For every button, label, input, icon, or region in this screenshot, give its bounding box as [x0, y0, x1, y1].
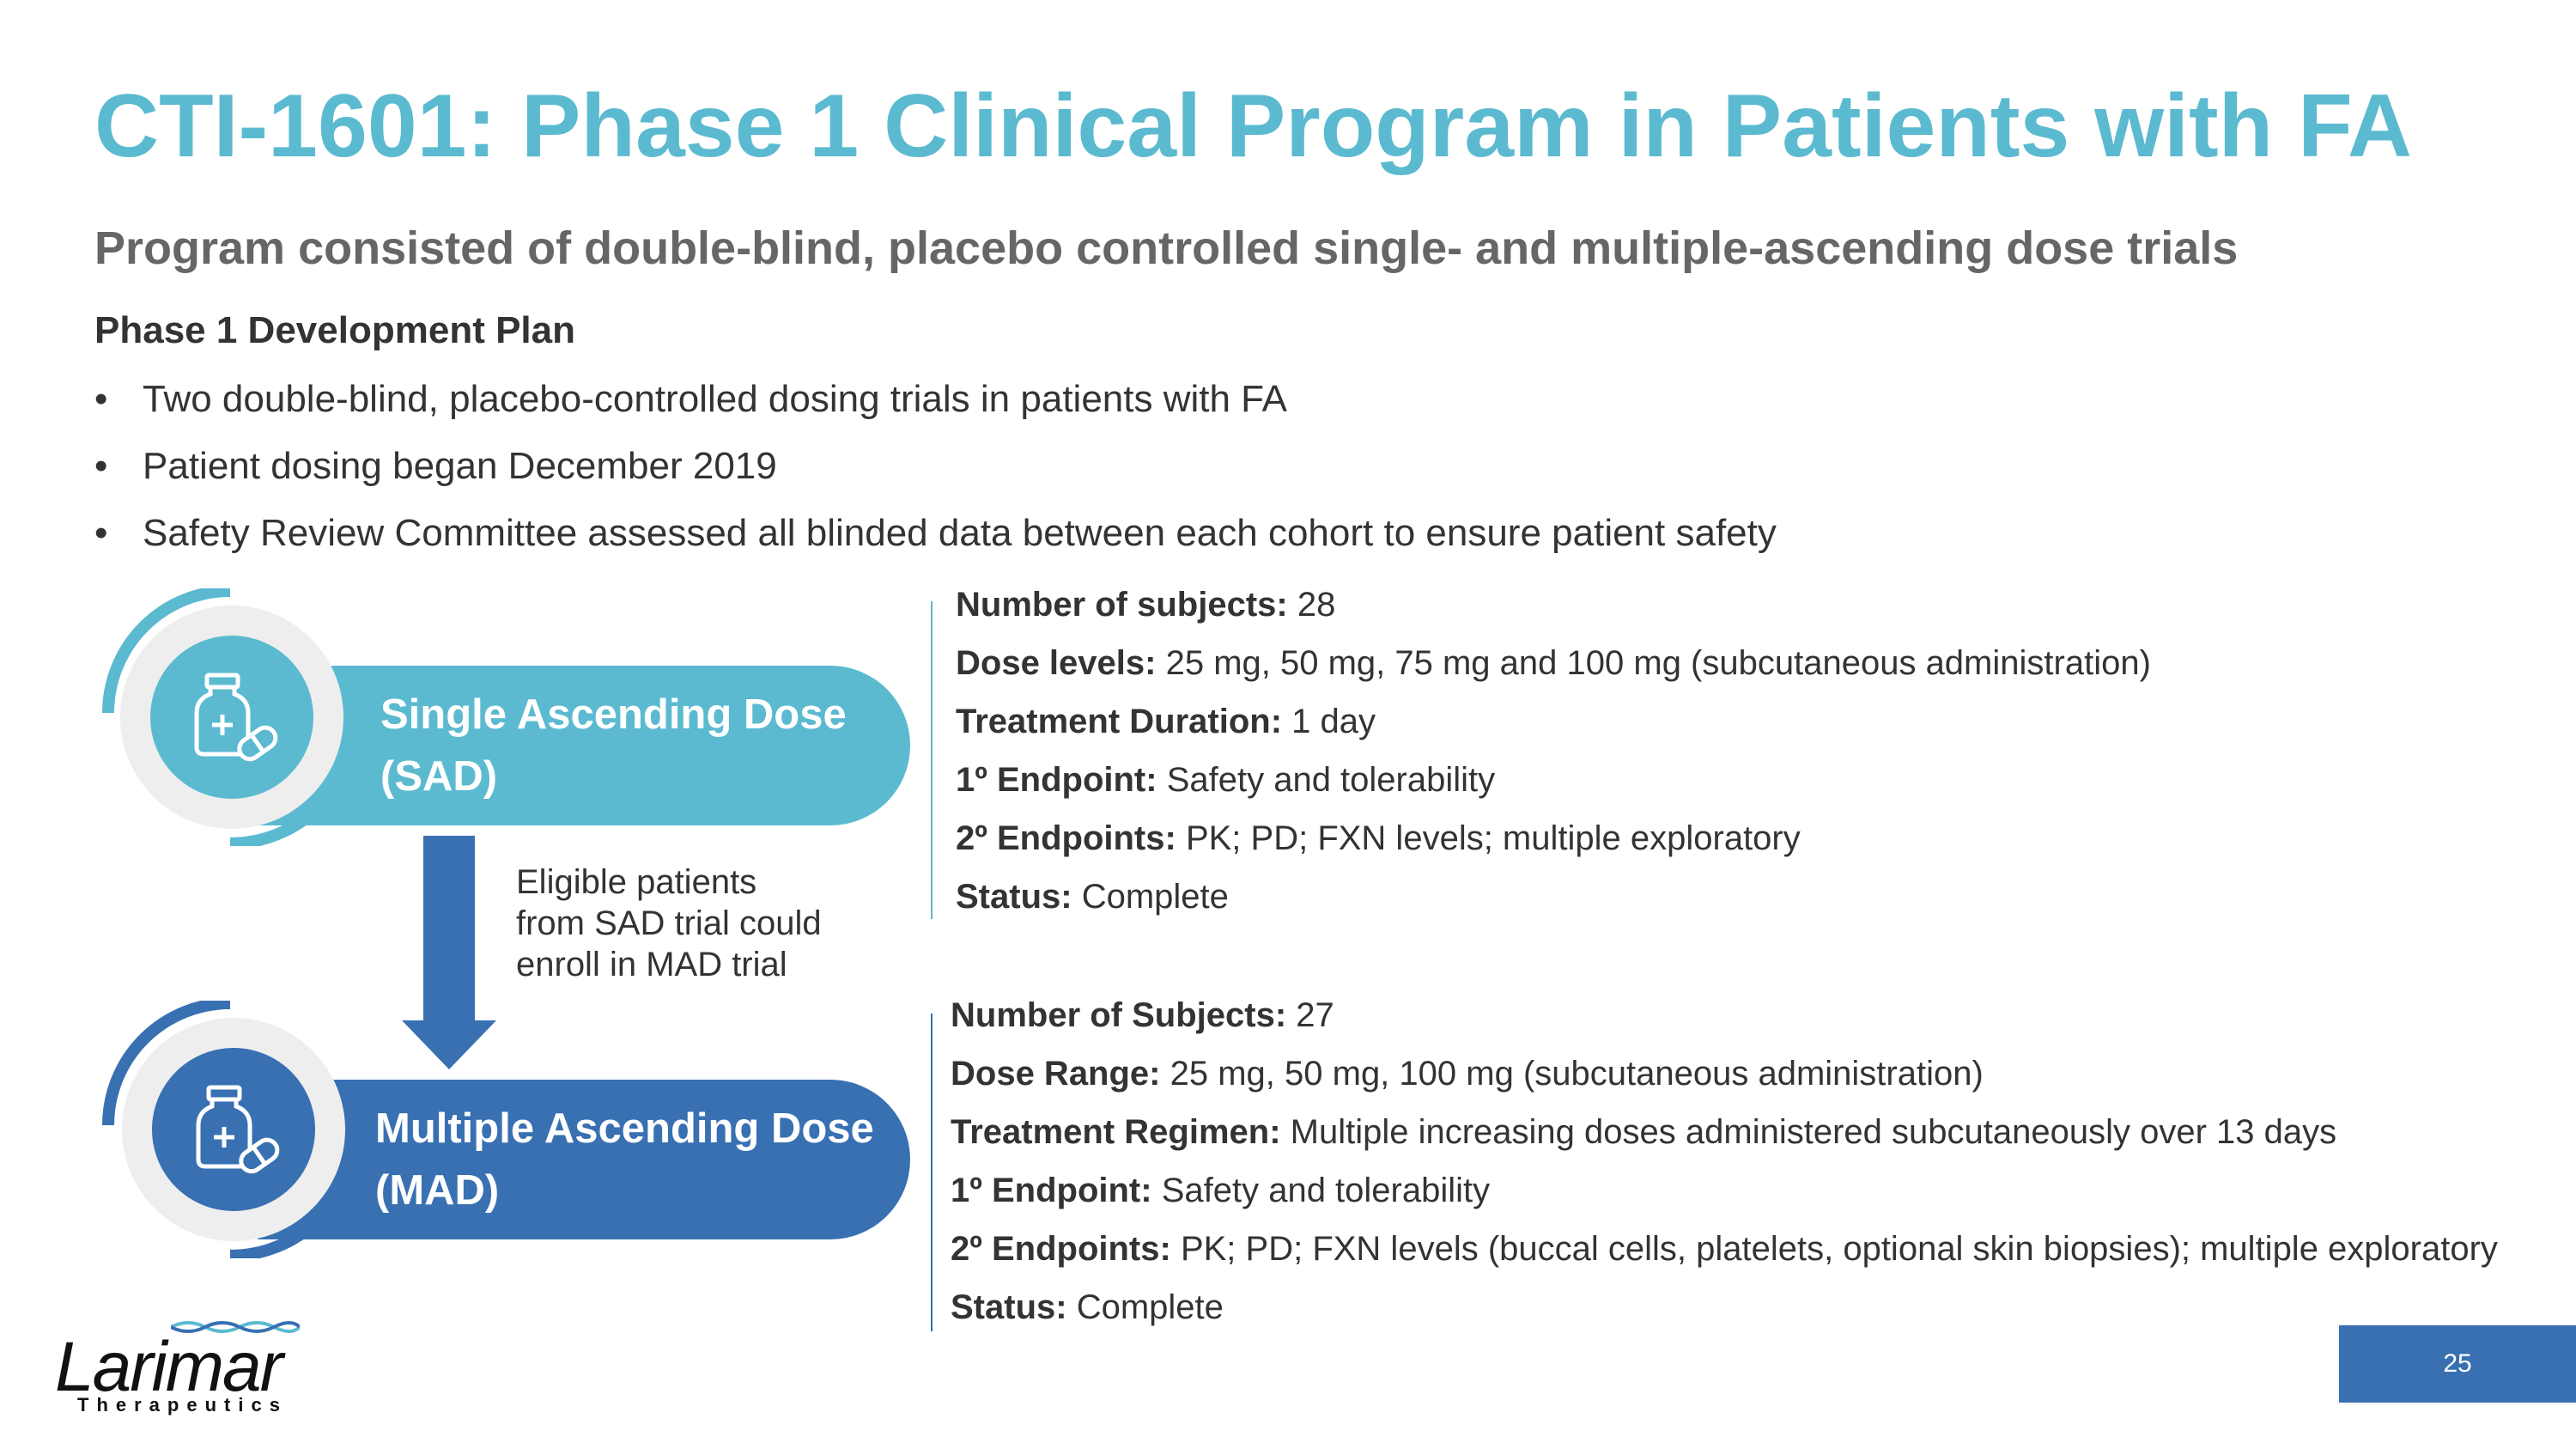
- medicine-bottle-pill-icon: [196, 1085, 280, 1174]
- detail-row: 2º Endpoints: PK; PD; FXN levels (buccal…: [951, 1220, 2498, 1278]
- sad-details-divider: [931, 601, 933, 919]
- logo-subtext: Therapeutics: [77, 1394, 288, 1416]
- detail-label: 1º Endpoint:: [956, 761, 1157, 799]
- sad-arc-decoration: [102, 588, 359, 846]
- detail-value: Complete: [1066, 1288, 1224, 1326]
- logo-dna-icon: [171, 1321, 300, 1333]
- logo-wordmark: Larimar: [55, 1328, 283, 1406]
- mad-details-list: Number of Subjects: 27 Dose Range: 25 mg…: [951, 986, 2498, 1336]
- sad-title-line1: Single Ascending Dose: [380, 691, 847, 738]
- mad-icon-disc: [152, 1048, 315, 1211]
- bullet-item: • Two double-blind, placebo-controlled do…: [94, 374, 1777, 441]
- bullet-dot: •: [94, 445, 108, 487]
- detail-row: 1º Endpoint: Safety and tolerability: [956, 751, 2151, 809]
- bullet-dot: •: [94, 378, 108, 420]
- sad-trial-pill: Single Ascending Dose (SAD): [258, 666, 910, 825]
- mad-icon-ring: [122, 1018, 345, 1241]
- bullet-item: • Safety Review Committee assessed all bl…: [94, 508, 1777, 575]
- mad-trial-pill: Multiple Ascending Dose (MAD): [258, 1080, 910, 1239]
- detail-value: PK; PD; FXN levels; multiple exploratory: [1176, 819, 1801, 857]
- slide-title: CTI-1601: Phase 1 Clinical Program in Pa…: [94, 76, 2412, 176]
- transition-note: Eligible patients from SAD trial could e…: [516, 861, 822, 985]
- slide-subtitle: Program consisted of double-blind, place…: [94, 222, 2239, 274]
- mad-arc-decoration: [102, 1001, 359, 1258]
- page-number: 25: [2339, 1325, 2576, 1403]
- detail-label: Number of Subjects:: [951, 996, 1287, 1034]
- detail-row: Treatment Regimen: Multiple increasing d…: [951, 1103, 2498, 1161]
- detail-label: 2º Endpoints:: [951, 1230, 1171, 1268]
- detail-label: Dose levels:: [956, 644, 1157, 682]
- detail-label: Number of subjects:: [956, 586, 1288, 624]
- detail-row: Number of subjects: 28: [956, 575, 2151, 634]
- mad-title-line2: (MAD): [375, 1167, 500, 1214]
- transition-note-line: Eligible patients: [516, 863, 757, 901]
- detail-value: 27: [1286, 996, 1334, 1034]
- detail-row: 2º Endpoints: PK; PD; FXN levels; multip…: [956, 809, 2151, 868]
- medicine-bottle-pill-icon: [194, 673, 278, 762]
- transition-note-line: from SAD trial could: [516, 904, 822, 942]
- plan-heading: Phase 1 Development Plan: [94, 309, 575, 351]
- sad-details-list: Number of subjects: 28 Dose levels: 25 m…: [956, 575, 2151, 926]
- detail-value: Safety and tolerability: [1157, 761, 1496, 799]
- detail-label: Status:: [956, 878, 1072, 916]
- detail-row: 1º Endpoint: Safety and tolerability: [951, 1161, 2498, 1220]
- detail-value: 1 day: [1282, 703, 1376, 740]
- detail-label: 2º Endpoints:: [956, 819, 1176, 857]
- mad-details-divider: [931, 1014, 933, 1331]
- detail-row: Number of Subjects: 27: [951, 986, 2498, 1044]
- detail-label: Status:: [951, 1288, 1067, 1326]
- detail-value: PK; PD; FXN levels (buccal cells, platel…: [1170, 1230, 2498, 1268]
- detail-row: Treatment Duration: 1 day: [956, 692, 2151, 751]
- detail-value: Safety and tolerability: [1151, 1172, 1491, 1209]
- bullet-dot: •: [94, 512, 108, 554]
- mad-title-line1: Multiple Ascending Dose: [375, 1105, 874, 1152]
- detail-value: 28: [1287, 586, 1336, 624]
- transition-note-line: enroll in MAD trial: [516, 946, 787, 983]
- company-logo: Larimar Therapeutics: [55, 1318, 313, 1422]
- detail-value: 25 mg, 50 mg, 100 mg (subcutaneous admin…: [1160, 1055, 1984, 1093]
- sad-icon-disc: [150, 636, 313, 799]
- plan-bullet-list: • Two double-blind, placebo-controlled do…: [94, 374, 1777, 575]
- detail-value: Multiple increasing doses administered s…: [1280, 1113, 2337, 1151]
- detail-row: Status: Complete: [951, 1278, 2498, 1336]
- detail-label: Treatment Regimen:: [951, 1113, 1281, 1151]
- down-arrow-icon: [402, 836, 496, 1069]
- detail-value: Complete: [1072, 878, 1229, 916]
- detail-row: Dose Range: 25 mg, 50 mg, 100 mg (subcut…: [951, 1044, 2498, 1103]
- sad-icon-ring: [120, 606, 343, 829]
- sad-title-line2: (SAD): [380, 753, 498, 800]
- bullet-text: Patient dosing began December 2019: [143, 445, 777, 487]
- detail-row: Dose levels: 25 mg, 50 mg, 75 mg and 100…: [956, 634, 2151, 692]
- detail-value: 25 mg, 50 mg, 75 mg and 100 mg (subcutan…: [1156, 644, 2151, 682]
- bullet-item: • Patient dosing began December 2019: [94, 441, 1777, 508]
- detail-label: 1º Endpoint:: [951, 1172, 1152, 1209]
- detail-label: Dose Range:: [951, 1055, 1161, 1093]
- detail-row: Status: Complete: [956, 868, 2151, 926]
- bullet-text: Two double-blind, placebo-controlled dos…: [143, 378, 1287, 420]
- bullet-text: Safety Review Committee assessed all bli…: [143, 512, 1777, 554]
- detail-label: Treatment Duration:: [956, 703, 1283, 740]
